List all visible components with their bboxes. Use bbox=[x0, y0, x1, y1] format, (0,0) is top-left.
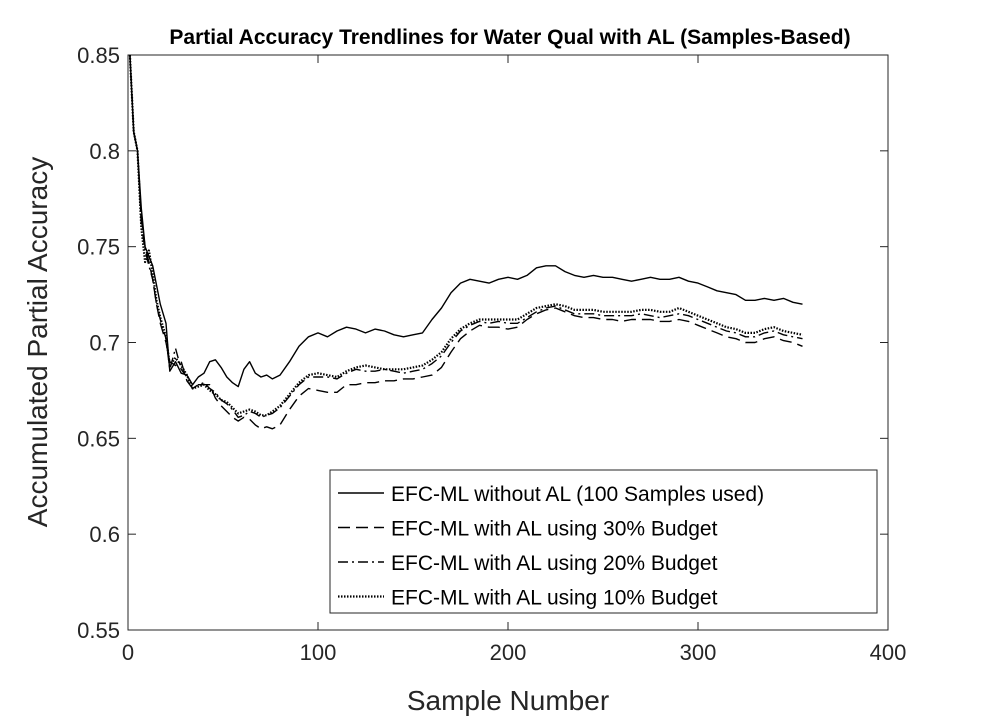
y-axis: 0.55 0.6 0.65 0.7 0.75 0.8 0.85 bbox=[77, 43, 888, 643]
y-tick-label: 0.55 bbox=[77, 618, 120, 643]
y-tick-label: 0.65 bbox=[77, 426, 120, 451]
x-axis-label: Sample Number bbox=[407, 685, 609, 716]
legend-label-1: EFC-ML without AL (100 Samples used) bbox=[391, 483, 764, 506]
y-tick-label: 0.75 bbox=[77, 235, 120, 260]
chart-title: Partial Accuracy Trendlines for Water Qu… bbox=[169, 26, 850, 49]
legend-label-2: EFC-ML with AL using 30% Budget bbox=[391, 518, 718, 541]
series-layer bbox=[128, 55, 803, 430]
legend-label-3: EFC-ML with AL using 20% Budget bbox=[391, 552, 718, 575]
series-line-4 bbox=[128, 55, 803, 417]
y-tick-label: 0.8 bbox=[89, 139, 120, 164]
y-tick-label: 0.85 bbox=[77, 43, 120, 68]
x-tick-label: 300 bbox=[680, 640, 717, 665]
x-tick-label: 400 bbox=[870, 640, 907, 665]
x-axis: 0 100 200 300 400 bbox=[122, 55, 906, 665]
x-tick-label: 0 bbox=[122, 640, 134, 665]
y-axis-label: Accumulated Partial Accuracy bbox=[22, 157, 53, 527]
y-tick-label: 0.7 bbox=[89, 331, 120, 356]
legend-label-4: EFC-ML with AL using 10% Budget bbox=[391, 587, 718, 610]
x-tick-label: 200 bbox=[490, 640, 527, 665]
legend: EFC-ML without AL (100 Samples used) EFC-… bbox=[329, 469, 878, 614]
x-tick-label: 100 bbox=[300, 640, 337, 665]
legend-box bbox=[329, 469, 878, 614]
y-tick-label: 0.6 bbox=[89, 522, 120, 547]
series-line-1 bbox=[129, 55, 803, 388]
